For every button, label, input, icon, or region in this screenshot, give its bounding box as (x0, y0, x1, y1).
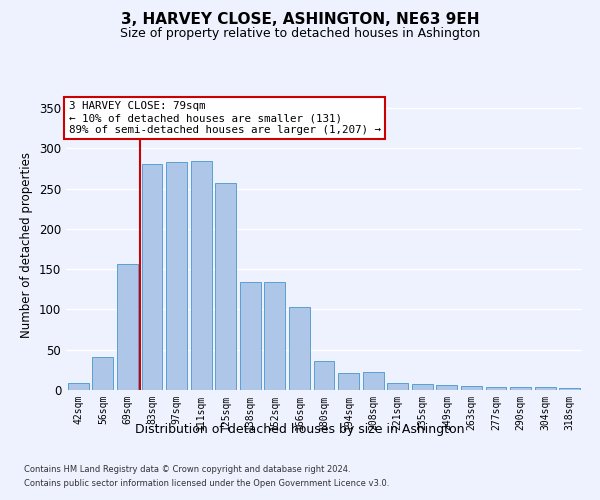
Bar (485, 387, 506, 390)
Bar (461, 386, 482, 390)
Bar (510, 387, 531, 390)
Bar (166, 162, 187, 390)
Bar (265, 282, 286, 390)
Bar (289, 307, 310, 390)
Bar (314, 361, 334, 390)
Text: Contains public sector information licensed under the Open Government Licence v3: Contains public sector information licen… (24, 479, 389, 488)
Bar (559, 388, 580, 390)
Bar (142, 164, 163, 390)
Bar (436, 385, 457, 390)
Bar (215, 183, 236, 390)
Bar (535, 387, 556, 390)
Text: 3 HARVEY CLOSE: 79sqm
← 10% of detached houses are smaller (131)
89% of semi-det: 3 HARVEY CLOSE: 79sqm ← 10% of detached … (68, 102, 380, 134)
Text: 3, HARVEY CLOSE, ASHINGTON, NE63 9EH: 3, HARVEY CLOSE, ASHINGTON, NE63 9EH (121, 12, 479, 28)
Bar (338, 373, 359, 390)
Bar (92, 357, 113, 390)
Y-axis label: Number of detached properties: Number of detached properties (20, 152, 34, 338)
Text: Distribution of detached houses by size in Ashington: Distribution of detached houses by size … (135, 422, 465, 436)
Bar (191, 161, 212, 390)
Bar (387, 383, 408, 390)
Text: Contains HM Land Registry data © Crown copyright and database right 2024.: Contains HM Land Registry data © Crown c… (24, 466, 350, 474)
Bar (240, 282, 261, 390)
Bar (68, 383, 89, 390)
Bar (412, 384, 433, 390)
Bar (362, 372, 383, 390)
Text: Size of property relative to detached houses in Ashington: Size of property relative to detached ho… (120, 28, 480, 40)
Bar (117, 264, 138, 390)
